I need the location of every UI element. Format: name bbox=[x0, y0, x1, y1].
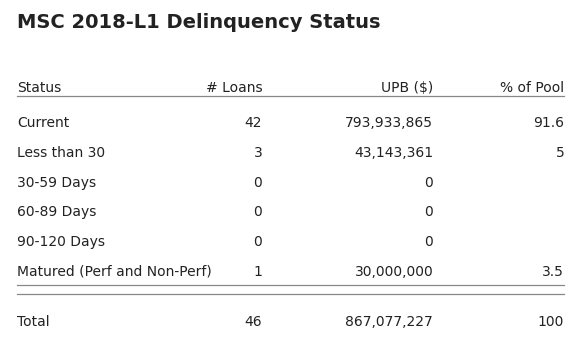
Text: 0: 0 bbox=[425, 176, 433, 190]
Text: 0: 0 bbox=[254, 176, 262, 190]
Text: 0: 0 bbox=[254, 235, 262, 249]
Text: 793,933,865: 793,933,865 bbox=[345, 116, 433, 130]
Text: 0: 0 bbox=[254, 205, 262, 219]
Text: 867,077,227: 867,077,227 bbox=[345, 315, 433, 329]
Text: 5: 5 bbox=[556, 146, 564, 160]
Text: Status: Status bbox=[17, 81, 62, 95]
Text: 1: 1 bbox=[253, 265, 262, 279]
Text: 90-120 Days: 90-120 Days bbox=[17, 235, 105, 249]
Text: Less than 30: Less than 30 bbox=[17, 146, 105, 160]
Text: Current: Current bbox=[17, 116, 70, 130]
Text: % of Pool: % of Pool bbox=[500, 81, 564, 95]
Text: 43,143,361: 43,143,361 bbox=[354, 146, 433, 160]
Text: 60-89 Days: 60-89 Days bbox=[17, 205, 96, 219]
Text: 100: 100 bbox=[538, 315, 564, 329]
Text: 46: 46 bbox=[245, 315, 262, 329]
Text: MSC 2018-L1 Delinquency Status: MSC 2018-L1 Delinquency Status bbox=[17, 13, 381, 32]
Text: 0: 0 bbox=[425, 205, 433, 219]
Text: 3.5: 3.5 bbox=[543, 265, 564, 279]
Text: 3: 3 bbox=[254, 146, 262, 160]
Text: Total: Total bbox=[17, 315, 50, 329]
Text: 42: 42 bbox=[245, 116, 262, 130]
Text: Matured (Perf and Non-Perf): Matured (Perf and Non-Perf) bbox=[17, 265, 212, 279]
Text: 0: 0 bbox=[425, 235, 433, 249]
Text: 30-59 Days: 30-59 Days bbox=[17, 176, 96, 190]
Text: 91.6: 91.6 bbox=[534, 116, 564, 130]
Text: # Loans: # Loans bbox=[206, 81, 262, 95]
Text: 30,000,000: 30,000,000 bbox=[355, 265, 433, 279]
Text: UPB ($): UPB ($) bbox=[381, 81, 433, 95]
